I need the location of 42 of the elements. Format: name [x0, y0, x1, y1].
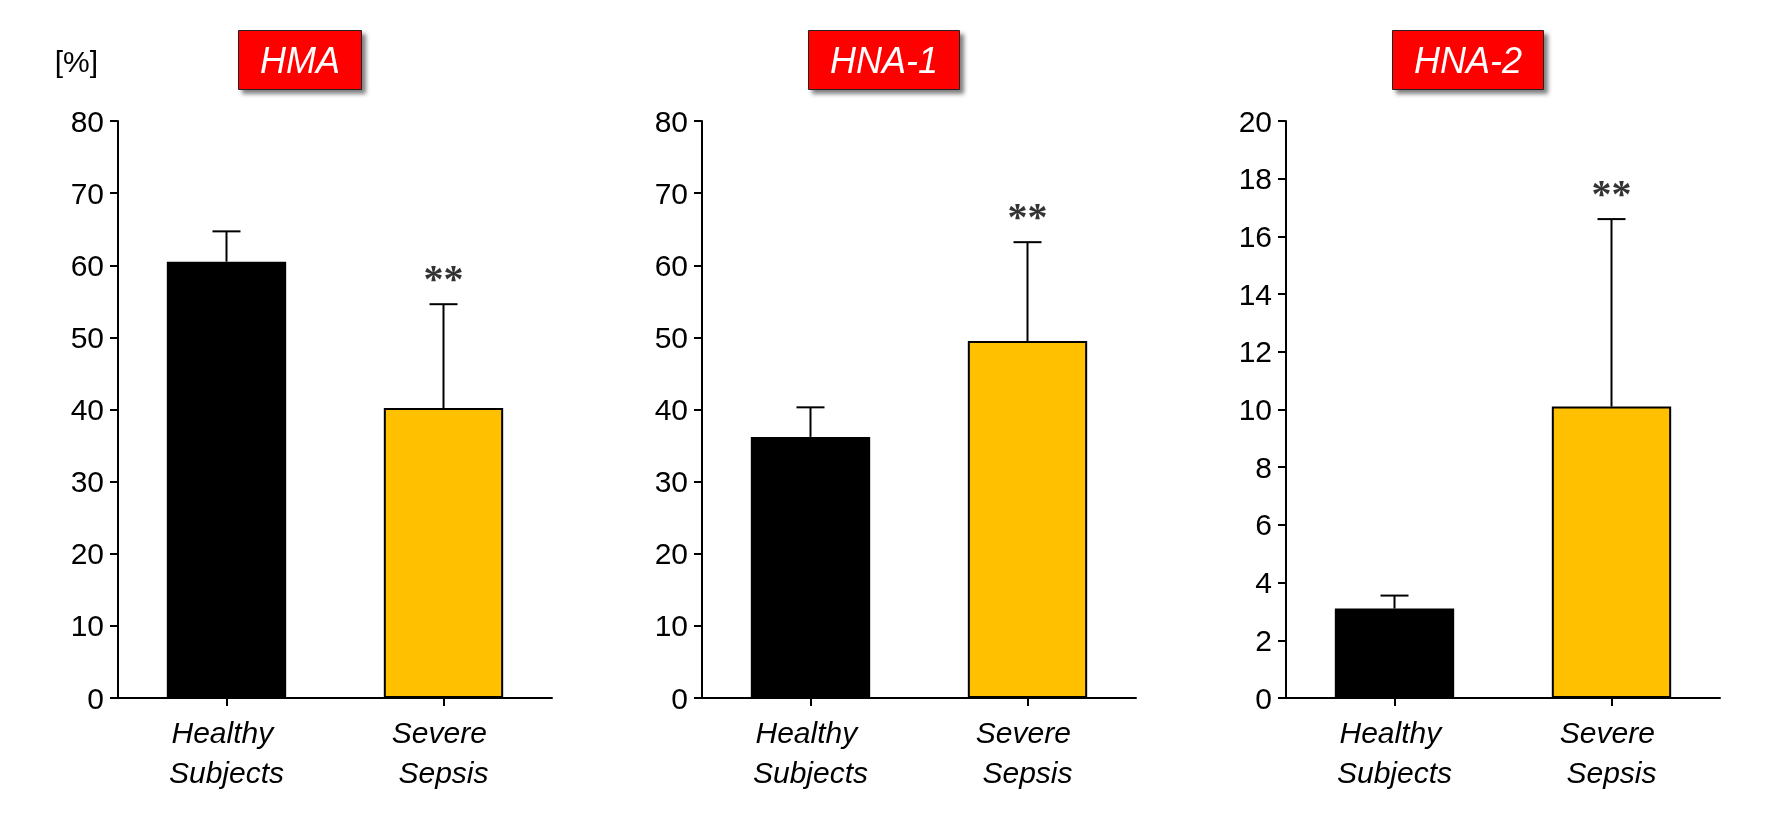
y-tick-label: 50 [654, 320, 688, 354]
x-tick-label: Healthy Subjects [1336, 715, 1453, 789]
y-tick-label: 70 [70, 176, 104, 210]
x-tick-label: Healthy Subjects [752, 715, 869, 789]
y-tick-label: 10 [70, 609, 104, 643]
y-tick-label: 10 [1238, 393, 1272, 426]
y-tick-label: 18 [1238, 162, 1272, 196]
x-tick-label: Severe Sepsis [975, 715, 1080, 789]
y-tick-label: 0 [87, 681, 104, 715]
y-tick-label: 16 [1238, 219, 1272, 253]
y-tick-label: 40 [70, 393, 104, 426]
annotation: ** [1591, 170, 1632, 216]
y-tick-label: 6 [1255, 508, 1272, 542]
y-axis-title: [%] [54, 44, 98, 78]
x-tick-label: Severe Sepsis [1559, 715, 1664, 789]
y-tick-label: 60 [654, 248, 688, 282]
y-tick-label: 80 [70, 104, 104, 138]
annotation: ** [423, 255, 464, 301]
y-tick-label: 80 [654, 104, 688, 138]
y-tick-label: 0 [671, 681, 688, 715]
y-tick-label: 2 [1255, 623, 1272, 657]
y-tick-label: 8 [1255, 450, 1272, 484]
y-tick-label: 0 [1255, 681, 1272, 715]
y-tick-label: 20 [1238, 104, 1272, 138]
y-tick-label: 14 [1238, 277, 1272, 311]
y-tick-label: 40 [654, 393, 688, 426]
y-tick-label: 20 [654, 537, 688, 571]
y-tick-label: 4 [1255, 566, 1272, 600]
y-tick-label: 60 [70, 248, 104, 282]
chart-title: HNA-2 [1413, 39, 1523, 81]
annotation: ** [1007, 193, 1048, 239]
chart-title: HMA [260, 39, 340, 81]
chart-title: HNA-1 [829, 39, 939, 81]
y-tick-label: 10 [654, 609, 688, 643]
y-tick-label: 12 [1238, 335, 1272, 369]
y-tick-label: 20 [70, 537, 104, 571]
y-tick-label: 30 [654, 465, 688, 499]
x-tick-label: Severe Sepsis [391, 715, 496, 789]
y-tick-label: 30 [70, 465, 104, 499]
y-tick-label: 50 [70, 320, 104, 354]
y-tick-label: 70 [654, 176, 688, 210]
x-tick-label: Healthy Subjects [168, 715, 285, 789]
